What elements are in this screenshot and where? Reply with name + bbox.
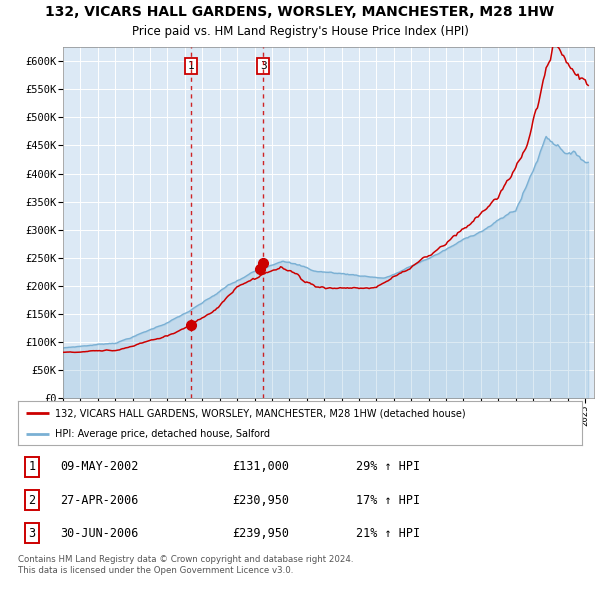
Text: 1: 1: [29, 460, 35, 474]
Text: 21% ↑ HPI: 21% ↑ HPI: [356, 526, 421, 540]
Text: 132, VICARS HALL GARDENS, WORSLEY, MANCHESTER, M28 1HW (detached house): 132, VICARS HALL GARDENS, WORSLEY, MANCH…: [55, 408, 465, 418]
Text: 2: 2: [29, 493, 35, 507]
Text: 132, VICARS HALL GARDENS, WORSLEY, MANCHESTER, M28 1HW: 132, VICARS HALL GARDENS, WORSLEY, MANCH…: [46, 5, 554, 19]
Text: 3: 3: [29, 526, 35, 540]
Text: 17% ↑ HPI: 17% ↑ HPI: [356, 493, 421, 507]
Text: Price paid vs. HM Land Registry's House Price Index (HPI): Price paid vs. HM Land Registry's House …: [131, 25, 469, 38]
Text: 30-JUN-2006: 30-JUN-2006: [60, 526, 139, 540]
Text: 27-APR-2006: 27-APR-2006: [60, 493, 139, 507]
Text: 09-MAY-2002: 09-MAY-2002: [60, 460, 139, 474]
Text: 1: 1: [188, 61, 194, 71]
Text: £239,950: £239,950: [232, 526, 289, 540]
Text: 3: 3: [260, 61, 266, 71]
Text: £230,950: £230,950: [232, 493, 289, 507]
Text: HPI: Average price, detached house, Salford: HPI: Average price, detached house, Salf…: [55, 428, 269, 438]
Text: £131,000: £131,000: [232, 460, 289, 474]
Text: Contains HM Land Registry data © Crown copyright and database right 2024.
This d: Contains HM Land Registry data © Crown c…: [18, 555, 353, 575]
Text: 29% ↑ HPI: 29% ↑ HPI: [356, 460, 421, 474]
